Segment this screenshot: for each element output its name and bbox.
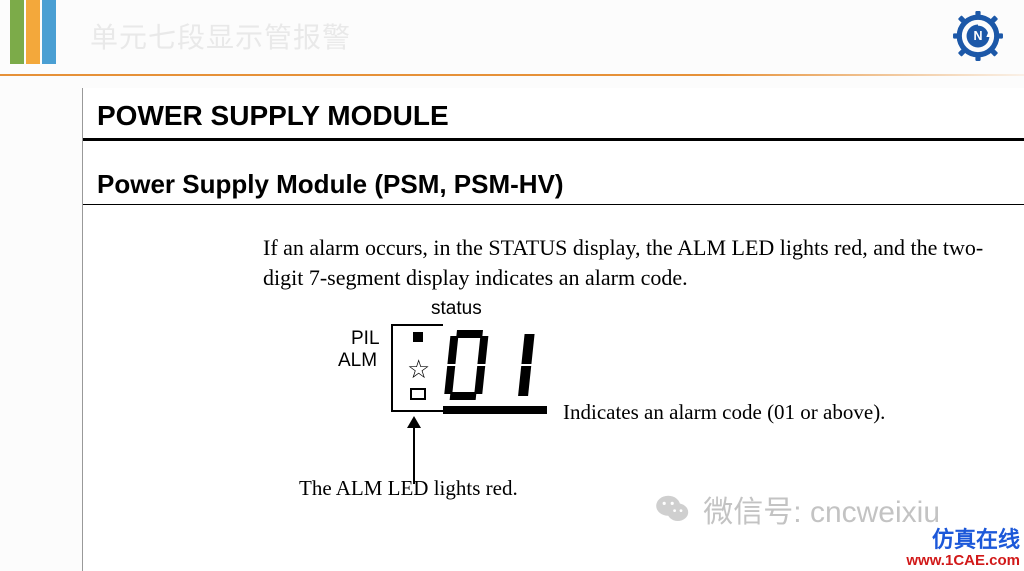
footer-badge: 仿真在线 www.1CAE.com xyxy=(906,528,1020,569)
alm-led-star-icon: ☆ xyxy=(407,356,430,382)
divider-line xyxy=(0,74,1024,76)
wechat-text: 微信号: cncweixiu xyxy=(703,487,940,531)
doc-heading-1: POWER SUPPLY MODULE xyxy=(83,88,1024,141)
footer-en: www.1CAE.com xyxy=(906,553,1020,570)
pil-label: PIL xyxy=(351,328,380,350)
gear-logo-icon: N xyxy=(952,10,1004,62)
wechat-icon xyxy=(653,489,693,529)
led-panel: ☆ xyxy=(391,324,443,412)
svg-text:N: N xyxy=(973,29,982,43)
slide-title-faint: 单元七段显示管报警 xyxy=(90,16,351,56)
doc-paragraph: If an alarm occurs, in the STATUS displa… xyxy=(83,205,1024,292)
arrow-icon xyxy=(407,416,421,484)
footer-cn: 仿真在线 xyxy=(906,528,1020,552)
bar-blue xyxy=(42,0,56,64)
header-stripes xyxy=(10,0,56,64)
bar-orange xyxy=(26,0,40,64)
doc-heading-2: Power Supply Module (PSM, PSM-HV) xyxy=(83,141,1024,205)
seven-segment-display xyxy=(443,324,547,414)
pil-led-icon xyxy=(413,332,423,342)
status-label: status xyxy=(431,298,482,320)
bar-green xyxy=(10,0,24,64)
alm-label: ALM xyxy=(338,350,377,372)
led-rect-icon xyxy=(410,388,426,400)
indicates-caption: Indicates an alarm code (01 or above). xyxy=(563,400,885,425)
wechat-watermark: 微信号: cncweixiu xyxy=(653,487,940,531)
alm-caption: The ALM LED lights red. xyxy=(299,476,518,501)
